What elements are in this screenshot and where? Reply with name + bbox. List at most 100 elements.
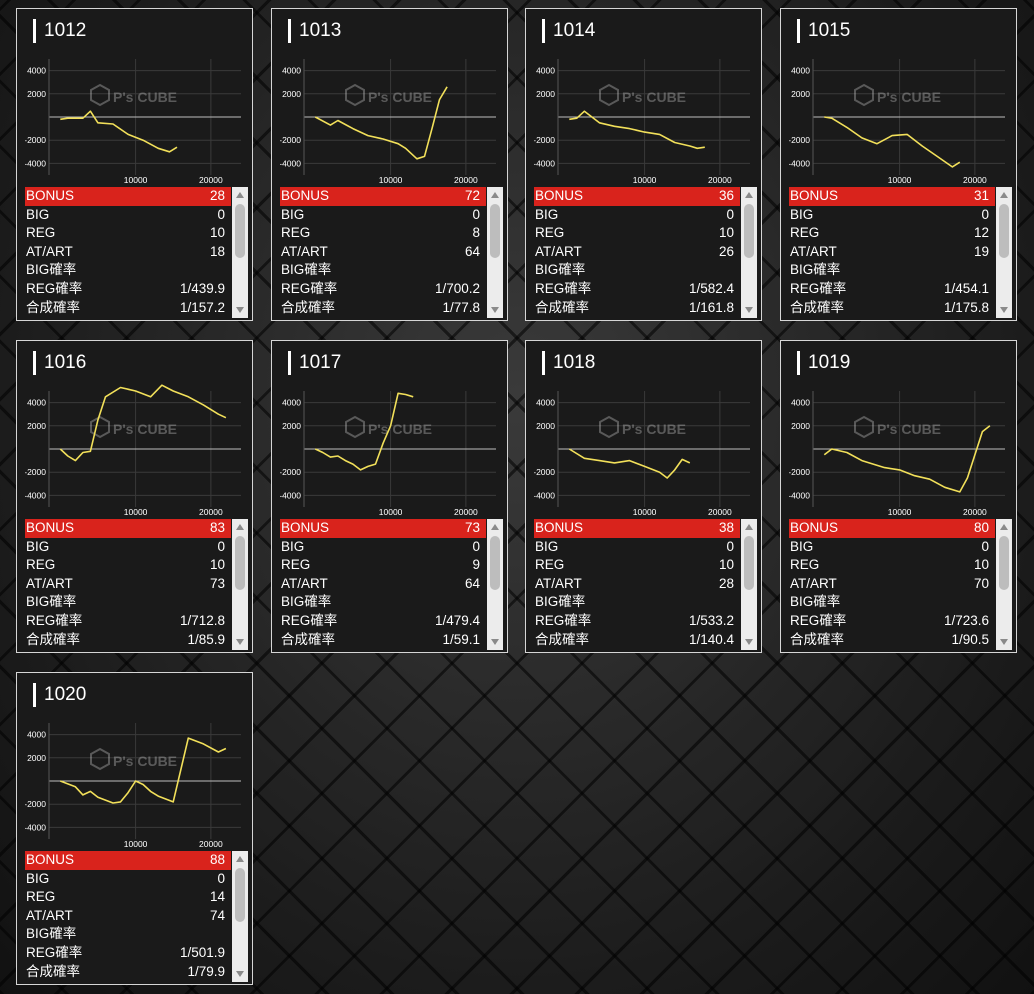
scroll-thumb[interactable] [744,204,754,258]
machine-number: 1014 [542,19,595,43]
watermark-logo: P's CUBE [90,83,177,107]
stat-value: 38 [718,520,734,535]
scroll-down-icon[interactable] [745,307,753,313]
slump-line [314,86,448,160]
slump-chart: 4000 2000 -2000 -4000 10000 20000 P's CUBE [25,59,241,185]
scrollbar[interactable] [232,187,248,318]
stat-value: 0 [981,206,989,222]
stat-row-combined-rate: 合成確率 1/59.1 [280,631,486,650]
stats-panel[interactable]: BONUS 72 BIG 0 REG 8 AT/ART 64 BIG確率 REG確率 1/700.2… [280,187,503,318]
scroll-up-icon[interactable] [745,524,753,530]
scroll-up-icon[interactable] [745,192,753,198]
stats-panel[interactable]: BONUS 36 BIG 0 REG 10 AT/ART 26 BIG確率 REG確率 1/582.… [534,187,757,318]
stat-row-big: BIG 0 [25,870,231,889]
machine-card-1020[interactable]: 1020 4000 2000 -2000 -4000 10000 20000 P's CUBE… [16,672,253,985]
scroll-up-icon[interactable] [491,192,499,198]
scroll-thumb[interactable] [235,536,245,590]
stat-label: AT/ART [26,243,73,259]
stat-label: AT/ART [281,243,328,259]
cube-icon [599,415,619,439]
stat-label: BONUS [790,188,839,203]
scroll-thumb[interactable] [999,536,1009,590]
scroll-up-icon[interactable] [236,524,244,530]
x-tick-label: 20000 [708,507,732,517]
machine-number: 1019 [797,351,850,375]
stat-label: BONUS [281,520,330,535]
scroll-up-icon[interactable] [236,192,244,198]
scrollbar[interactable] [232,851,248,982]
scroll-thumb[interactable] [999,204,1009,258]
scroll-down-icon[interactable] [491,639,499,645]
scrollbar[interactable] [996,187,1012,318]
stat-value: 1/157.2 [179,299,225,315]
scroll-up-icon[interactable] [1000,524,1008,530]
stat-value: 10 [209,225,225,241]
scrollbar[interactable] [232,519,248,650]
machine-card-1013[interactable]: 1013 4000 2000 -2000 -4000 10000 20000 P's CUBE… [271,8,508,321]
stat-row-big: BIG 0 [25,206,231,225]
scroll-down-icon[interactable] [491,307,499,313]
stats-panel[interactable]: BONUS 88 BIG 0 REG 14 AT/ART 74 BIG確率 REG確率 1/501.… [25,851,248,982]
stats-panel[interactable]: BONUS 83 BIG 0 REG 10 AT/ART 73 BIG確率 REG確率 1/712.… [25,519,248,650]
stat-label: BIG確率 [790,262,841,278]
scroll-thumb[interactable] [235,204,245,258]
cube-icon [599,83,619,107]
machine-card-1019[interactable]: 1019 4000 2000 -2000 -4000 10000 20000 P's CUBE… [780,340,1017,653]
stat-value: 31 [973,188,989,203]
stats-panel[interactable]: BONUS 31 BIG 0 REG 12 AT/ART 19 BIG確率 REG確率 1/454.… [789,187,1012,318]
watermark-logo: P's CUBE [599,415,686,439]
scroll-thumb[interactable] [490,536,500,590]
stat-label: AT/ART [790,575,837,591]
slump-line [823,425,991,493]
machine-card-1012[interactable]: 1012 4000 2000 -2000 -4000 10000 20000 P's CUBE… [16,8,253,321]
stat-value: 10 [209,557,225,573]
stat-label: 合成確率 [790,631,844,647]
stat-row-reg-rate: REG確率 1/439.9 [25,280,231,299]
watermark-logo: P's CUBE [90,415,177,439]
stat-value: 18 [209,243,225,259]
scroll-thumb[interactable] [490,204,500,258]
x-tick-label: 10000 [379,175,403,185]
scrollbar[interactable] [487,187,503,318]
watermark-text: P's CUBE [113,421,177,437]
scroll-up-icon[interactable] [1000,192,1008,198]
y-tick-label: -2000 [789,467,810,477]
scrollbar[interactable] [487,519,503,650]
stats-panel[interactable]: BONUS 73 BIG 0 REG 9 AT/ART 64 BIG確率 REG確率 1/479.4… [280,519,503,650]
scroll-down-icon[interactable] [236,639,244,645]
machine-card-1014[interactable]: 1014 4000 2000 -2000 -4000 10000 20000 P's CUBE… [525,8,762,321]
scroll-down-icon[interactable] [745,639,753,645]
stat-label: REG [281,225,311,241]
scroll-down-icon[interactable] [1000,639,1008,645]
stat-value: 36 [718,188,734,203]
machine-card-1016[interactable]: 1016 4000 2000 -2000 -4000 10000 20000 P's CUBE… [16,340,253,653]
scrollbar[interactable] [741,519,757,650]
stat-label: BIG確率 [790,594,841,610]
y-tick-label: -2000 [534,135,555,145]
scroll-down-icon[interactable] [236,971,244,977]
scroll-thumb[interactable] [744,536,754,590]
stat-row-big: BIG 0 [534,206,740,225]
stats-panel[interactable]: BONUS 28 BIG 0 REG 10 AT/ART 18 BIG確率 REG確率 1/439.… [25,187,248,318]
y-tick-label: -4000 [280,490,301,500]
y-tick-label: -2000 [25,135,46,145]
scroll-down-icon[interactable] [1000,307,1008,313]
machine-card-1015[interactable]: 1015 4000 2000 -2000 -4000 10000 20000 P's CUBE… [780,8,1017,321]
y-tick-label: 2000 [27,753,46,763]
scroll-down-icon[interactable] [236,307,244,313]
scrollbar[interactable] [741,187,757,318]
machine-card-1018[interactable]: 1018 4000 2000 -2000 -4000 10000 20000 P's CUBE… [525,340,762,653]
scroll-up-icon[interactable] [236,856,244,862]
scroll-thumb[interactable] [235,868,245,922]
stats-panel[interactable]: BONUS 38 BIG 0 REG 10 AT/ART 28 BIG確率 REG確率 1/533.… [534,519,757,650]
scroll-up-icon[interactable] [491,524,499,530]
stats-panel[interactable]: BONUS 80 BIG 0 REG 10 AT/ART 70 BIG確率 REG確率 1/723.… [789,519,1012,650]
stat-row-combined-rate: 合成確率 1/90.5 [789,631,995,650]
stat-row-bonus: BONUS 31 [789,187,995,206]
stat-value: 0 [726,538,734,554]
watermark-text: P's CUBE [368,421,432,437]
stat-row-bonus: BONUS 83 [25,519,231,538]
slump-line [824,116,961,168]
scrollbar[interactable] [996,519,1012,650]
machine-card-1017[interactable]: 1017 4000 2000 -2000 -4000 10000 20000 P's CUBE… [271,340,508,653]
